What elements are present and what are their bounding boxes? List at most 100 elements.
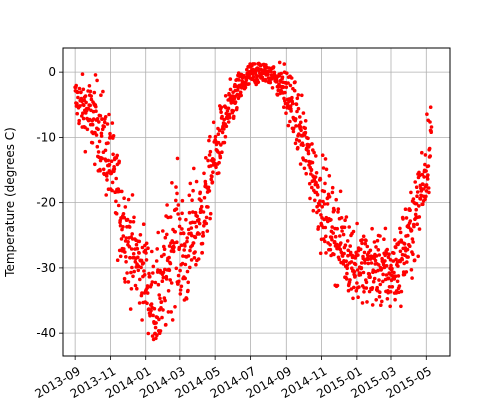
data-point	[125, 271, 129, 275]
data-point	[366, 254, 370, 258]
data-point	[186, 288, 190, 293]
data-point	[283, 99, 287, 103]
data-point	[208, 149, 213, 154]
data-point	[162, 252, 166, 257]
data-point	[398, 226, 402, 231]
data-point	[286, 123, 291, 128]
data-point	[341, 262, 346, 266]
data-point	[328, 243, 332, 247]
data-point	[144, 258, 149, 262]
data-point	[398, 230, 403, 235]
data-point	[183, 244, 187, 248]
data-point	[160, 279, 165, 284]
data-point	[88, 89, 93, 94]
data-point	[316, 225, 321, 229]
data-point	[150, 280, 155, 284]
data-point	[128, 307, 133, 311]
data-point	[291, 129, 296, 134]
data-point	[207, 189, 212, 193]
data-point	[378, 290, 382, 295]
data-point	[420, 150, 424, 155]
data-point	[293, 117, 298, 121]
data-point	[186, 254, 191, 258]
data-point	[175, 240, 179, 244]
data-point	[161, 308, 165, 312]
data-point	[355, 268, 360, 272]
data-point	[145, 291, 150, 295]
data-point	[377, 294, 382, 299]
data-point	[212, 158, 216, 162]
data-point	[349, 260, 354, 264]
data-point	[401, 217, 405, 221]
data-point	[340, 229, 344, 233]
data-point	[406, 233, 410, 238]
data-point	[127, 225, 132, 229]
data-point	[390, 266, 394, 271]
data-point	[226, 106, 231, 111]
data-point	[339, 216, 344, 220]
data-point	[107, 162, 112, 167]
data-point	[232, 114, 236, 119]
data-point	[315, 192, 320, 197]
data-point	[286, 81, 290, 85]
data-point	[369, 261, 374, 265]
data-point	[345, 263, 350, 267]
data-point	[180, 211, 184, 216]
data-point	[428, 120, 432, 124]
data-point	[344, 277, 349, 281]
data-point	[318, 199, 322, 203]
data-point	[337, 257, 342, 262]
data-point	[355, 281, 359, 285]
data-point	[120, 227, 124, 232]
data-point	[422, 175, 426, 179]
data-point	[343, 218, 347, 222]
data-point	[110, 188, 114, 193]
data-point	[393, 274, 398, 279]
data-point	[325, 202, 330, 206]
data-point	[244, 78, 249, 83]
data-point	[173, 305, 177, 309]
data-point	[333, 234, 338, 239]
data-point	[200, 250, 204, 255]
data-point	[384, 273, 389, 277]
data-point	[202, 171, 206, 176]
data-point	[164, 277, 169, 281]
data-point	[377, 278, 381, 282]
data-point	[341, 232, 346, 237]
data-point	[415, 194, 419, 198]
data-point	[197, 232, 201, 236]
data-point	[209, 177, 213, 182]
data-point	[132, 269, 136, 274]
data-point	[377, 263, 381, 267]
data-point	[398, 249, 403, 254]
data-point	[211, 120, 216, 125]
data-point	[409, 228, 414, 233]
data-point	[306, 151, 311, 156]
data-point	[344, 215, 349, 219]
data-point	[76, 95, 80, 100]
data-point	[374, 298, 379, 302]
data-point	[311, 208, 316, 213]
data-point	[100, 156, 104, 161]
data-point	[217, 128, 222, 133]
data-point	[388, 258, 393, 262]
data-point	[260, 75, 265, 80]
data-point	[310, 185, 314, 190]
data-point	[95, 144, 100, 149]
data-point	[405, 260, 409, 264]
data-point	[155, 247, 159, 251]
data-point	[282, 105, 286, 109]
data-point	[365, 244, 370, 249]
data-point	[161, 275, 166, 280]
data-point	[180, 198, 185, 203]
data-point	[411, 197, 416, 201]
data-point	[370, 286, 375, 290]
data-point	[293, 80, 297, 84]
data-point	[214, 165, 218, 169]
data-point	[175, 156, 180, 161]
data-point	[204, 215, 209, 220]
data-point	[324, 234, 328, 239]
data-point	[295, 109, 299, 114]
data-point	[124, 260, 128, 264]
